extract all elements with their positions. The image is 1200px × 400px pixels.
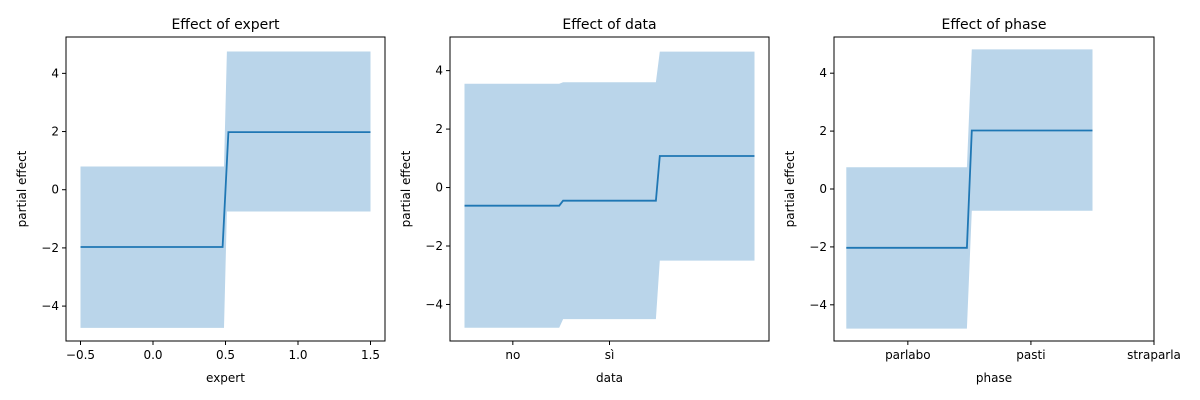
x-ticks: −0.5 0.0 0.5 1.0 1.5	[66, 341, 380, 362]
y-tick-label: 2	[51, 125, 59, 139]
effect-line	[80, 131, 371, 248]
x-axis-label: phase	[976, 371, 1012, 385]
panel-title: Effect of expert	[171, 17, 280, 33]
plot-content	[80, 51, 371, 328]
effect-line	[464, 155, 755, 207]
x-axis-label: data	[596, 371, 623, 385]
x-axis-label: expert	[206, 371, 245, 385]
panel-phase: Effect of phase phase partial effect par…	[783, 17, 1181, 385]
x-tick-label: straparla	[1127, 348, 1181, 362]
y-tick-label: 2	[819, 124, 827, 138]
x-tick-label: −0.5	[66, 348, 95, 362]
x-ticks: parlabo pasti straparla	[885, 341, 1181, 362]
y-tick-label: 2	[435, 122, 443, 136]
panel-data: Effect of data data partial effect no sì …	[399, 17, 770, 385]
y-axis-label: partial effect	[15, 150, 29, 227]
y-tick-label: −2	[425, 239, 443, 253]
x-tick-label: 1.5	[361, 348, 380, 362]
y-ticks: −4 −2 0 2 4	[809, 66, 834, 312]
x-tick-label: pasti	[1016, 348, 1045, 362]
y-tick-label: −2	[41, 241, 59, 255]
y-tick-label: 0	[435, 181, 443, 195]
x-tick-label: 0.5	[216, 348, 235, 362]
y-ticks: −4 −2 0 2 4	[425, 64, 450, 311]
confidence-band	[464, 51, 755, 328]
x-tick-label: no	[505, 348, 520, 362]
x-tick-label: sì	[605, 348, 615, 362]
panel-title: Effect of data	[562, 17, 656, 33]
y-tick-label: 4	[435, 64, 443, 78]
x-tick-label: 1.0	[288, 348, 307, 362]
y-tick-label: −4	[809, 298, 827, 312]
y-ticks: −4 −2 0 2 4	[41, 66, 66, 313]
panel-title: Effect of phase	[942, 17, 1047, 33]
y-tick-label: 4	[819, 66, 827, 80]
y-tick-label: 0	[51, 183, 59, 197]
y-tick-label: −4	[425, 297, 443, 311]
y-tick-label: 4	[51, 66, 59, 80]
y-tick-label: 0	[819, 182, 827, 196]
x-tick-label: 0.0	[143, 348, 162, 362]
y-tick-label: −2	[809, 240, 827, 254]
panel-expert: Effect of expert expert partial effect −…	[15, 17, 386, 385]
y-axis-label: partial effect	[783, 150, 797, 227]
y-tick-label: −4	[41, 299, 59, 313]
y-axis-label: partial effect	[399, 150, 413, 227]
x-tick-label: parlabo	[885, 348, 931, 362]
effect-line	[846, 129, 1093, 249]
x-ticks: no sì	[505, 341, 614, 362]
plot-content	[846, 49, 1093, 329]
plot-content	[464, 51, 755, 328]
